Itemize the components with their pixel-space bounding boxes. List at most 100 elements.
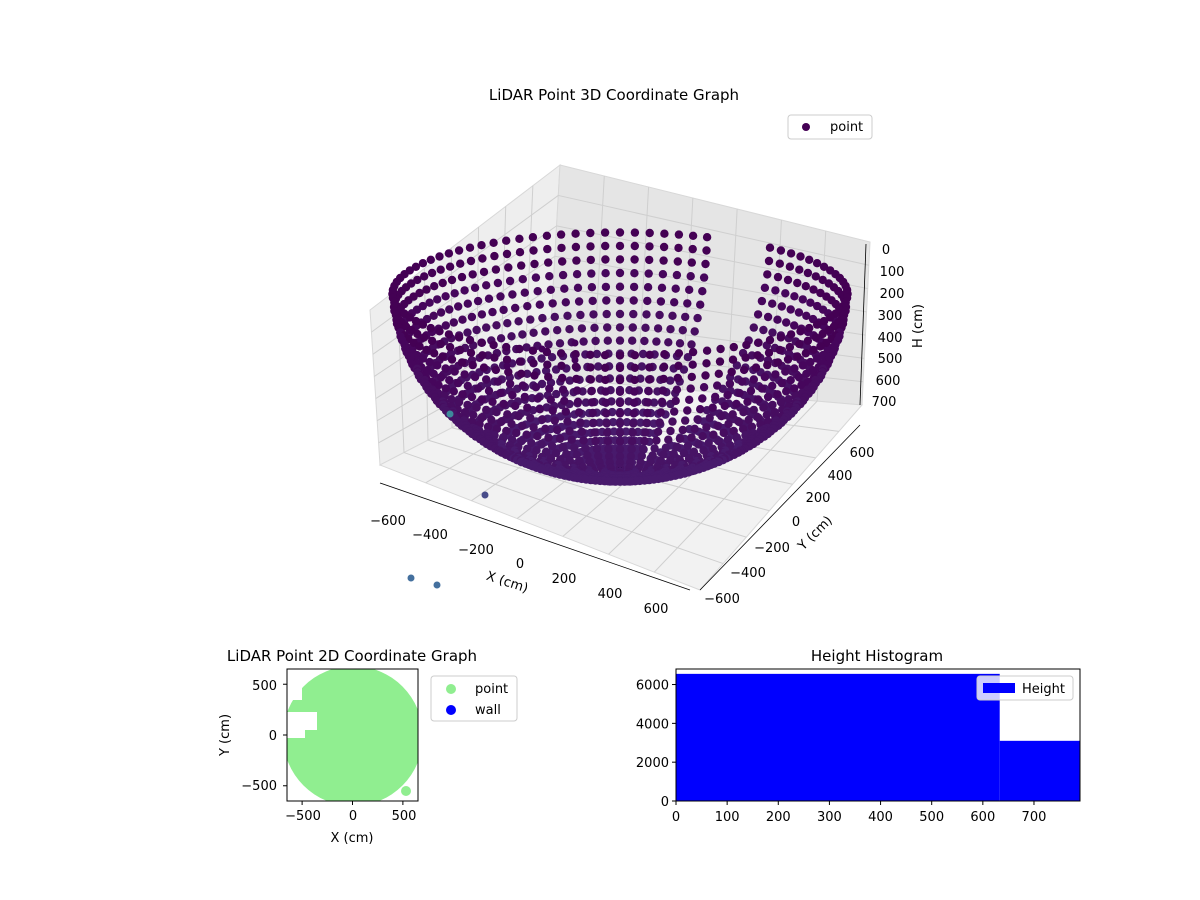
point-3d xyxy=(711,392,720,402)
point-3d xyxy=(463,381,472,391)
outlier-point xyxy=(407,574,415,582)
point-3d xyxy=(558,257,567,266)
x-tick-label: 300 xyxy=(817,810,842,825)
point-3d xyxy=(678,326,687,335)
legend-swatch-height xyxy=(983,683,1015,693)
point-3d xyxy=(586,375,595,384)
point-3d xyxy=(478,254,487,263)
gap xyxy=(287,712,317,730)
legend-marker-point xyxy=(446,684,456,694)
point-3d xyxy=(528,233,538,242)
point-3d xyxy=(674,361,683,370)
point-3d xyxy=(502,426,511,436)
point-3d xyxy=(742,340,751,350)
point-3d xyxy=(594,451,603,461)
point-3d xyxy=(768,381,777,391)
point-3d xyxy=(615,363,625,373)
point-3d xyxy=(592,349,602,359)
point-3d xyxy=(723,390,732,400)
point-3d xyxy=(666,426,675,436)
point-3d xyxy=(529,246,538,255)
point-3d xyxy=(479,267,489,277)
y-tick-label: −400 xyxy=(730,566,766,581)
point-3d xyxy=(458,315,467,324)
point-3d xyxy=(426,255,435,264)
point-3d xyxy=(793,352,802,361)
legend-label: Height xyxy=(1022,682,1065,697)
point-3d xyxy=(445,376,454,385)
point-3d xyxy=(557,243,566,253)
x-tick-label: 0 xyxy=(516,557,524,572)
point-3d xyxy=(591,436,600,446)
point-3d xyxy=(670,407,679,416)
point-3d xyxy=(763,392,773,402)
point-3d xyxy=(602,419,611,428)
point-3d xyxy=(704,438,713,448)
point-3d xyxy=(441,321,450,330)
x-tick-label: 200 xyxy=(766,810,791,825)
point-3d xyxy=(824,326,833,335)
point-3d xyxy=(572,374,581,384)
point-3d xyxy=(628,428,637,437)
point-3d xyxy=(601,282,611,292)
point-3d xyxy=(573,397,583,406)
point-3d xyxy=(628,336,637,345)
point-3d xyxy=(426,323,435,333)
x-tick-label: 500 xyxy=(919,810,944,825)
point-3d xyxy=(719,428,728,438)
point-3d xyxy=(482,405,491,415)
point-3d xyxy=(650,444,659,453)
x-tick-label: 400 xyxy=(598,587,623,602)
point-3d xyxy=(655,310,664,320)
point-3d xyxy=(511,303,520,313)
point-3d xyxy=(438,352,447,361)
point-3d xyxy=(668,311,677,320)
point-3d xyxy=(456,345,465,355)
point-3d xyxy=(743,397,752,406)
point-3d xyxy=(502,236,511,245)
point-3d xyxy=(764,256,774,266)
z-tick-label: 500 xyxy=(878,352,903,367)
point-3d xyxy=(601,363,610,372)
grid-line xyxy=(475,227,480,416)
point-3d xyxy=(685,395,694,404)
point-3d xyxy=(492,408,501,417)
point-3d xyxy=(753,351,762,360)
point-3d xyxy=(809,285,818,294)
point-3d xyxy=(547,353,557,362)
point-3d xyxy=(515,344,524,354)
point-3d xyxy=(433,361,442,370)
point-3d xyxy=(664,338,673,347)
point-3d xyxy=(747,422,757,431)
grid-line xyxy=(558,194,869,266)
point-3d xyxy=(763,270,772,279)
point-3d xyxy=(473,384,483,393)
point-3d xyxy=(640,336,649,346)
point-3d xyxy=(781,367,790,376)
point-3d xyxy=(579,337,588,346)
outlier-point xyxy=(503,362,511,370)
point-3d xyxy=(615,419,625,428)
point-3d xyxy=(796,327,805,336)
point-3d xyxy=(685,285,694,294)
point-3d xyxy=(763,312,773,322)
point-3d xyxy=(445,262,455,271)
point-3d xyxy=(658,270,668,279)
point-3d xyxy=(749,323,758,332)
point-3d xyxy=(561,407,570,416)
point-3d xyxy=(615,241,625,251)
point-3d xyxy=(798,361,807,370)
point-3d xyxy=(538,415,547,424)
z-tick-label: 300 xyxy=(878,309,903,324)
point-3d xyxy=(550,416,559,425)
point-3d xyxy=(773,315,782,324)
point-3d xyxy=(490,353,499,362)
outlier-point xyxy=(571,356,579,364)
x-tick-label: 500 xyxy=(392,809,417,824)
point-3d xyxy=(642,418,651,428)
x-ticks-3d: −600 −400 −200 0 200 400 600 xyxy=(370,514,668,617)
point-3d xyxy=(777,302,786,311)
point-3d xyxy=(531,383,541,392)
point-3d xyxy=(477,310,487,319)
y-tick-label: −600 xyxy=(704,592,740,607)
